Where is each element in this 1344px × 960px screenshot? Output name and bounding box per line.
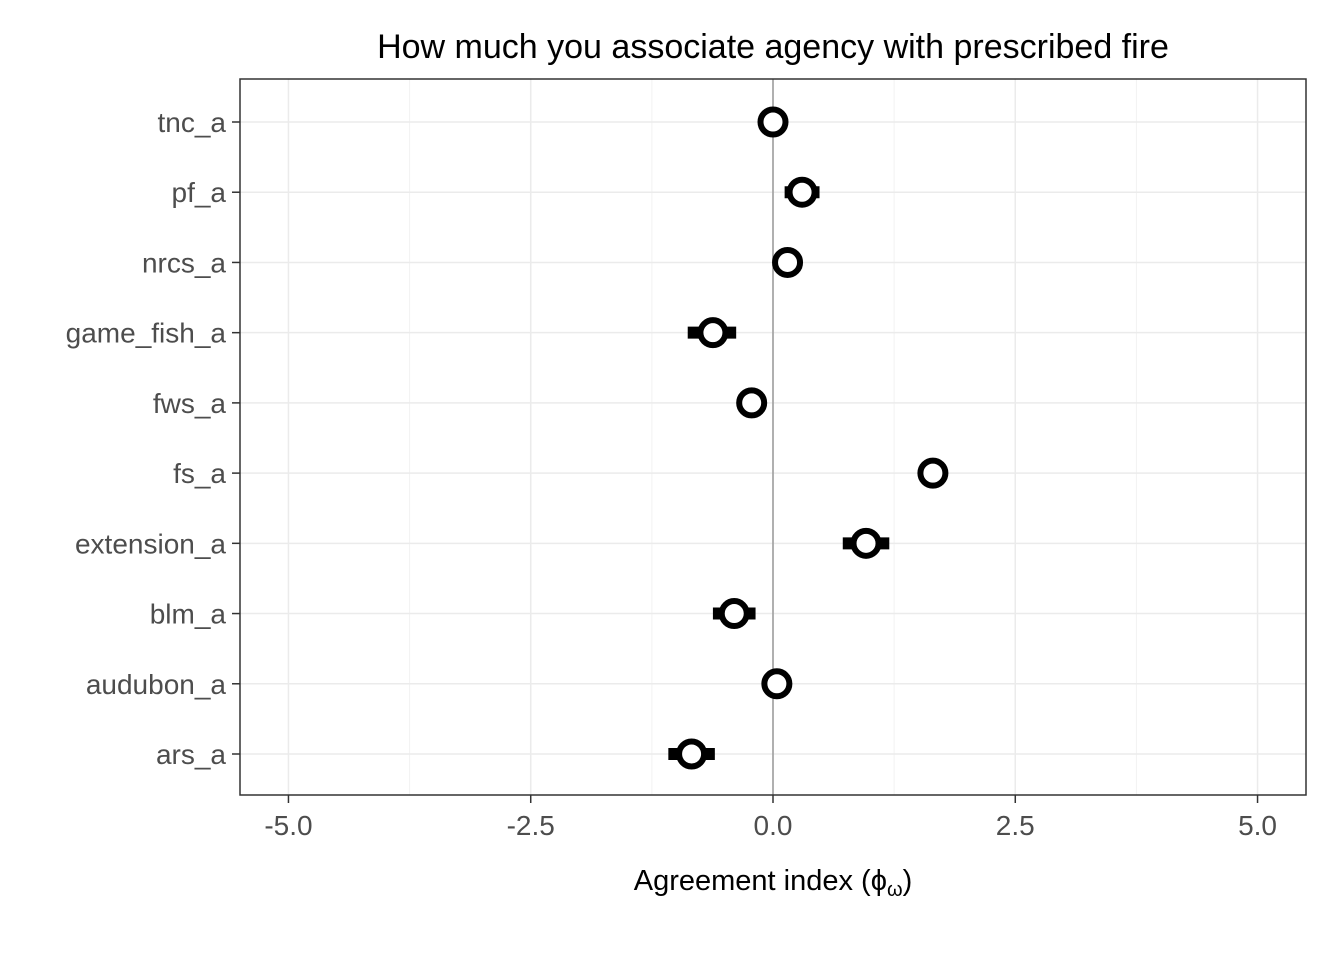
- x-axis-title-close: ): [903, 865, 913, 897]
- x-axis-title-subscript: ω: [887, 879, 903, 901]
- y-tick-label-nrcs_a: nrcs_a: [142, 247, 226, 278]
- y-tick-label-ars_a: ars_a: [156, 739, 226, 770]
- x-axis: -5.0 -2.5 0.0 2.5 5.0: [264, 795, 1277, 841]
- x-tick-label: -5.0: [264, 810, 312, 841]
- x-tick-label: 2.5: [996, 810, 1035, 841]
- y-tick-label-game_fish_a: game_fish_a: [66, 318, 227, 349]
- y-tick-label-pf_a: pf_a: [172, 177, 227, 208]
- point-game_fish_a: [697, 317, 729, 349]
- point-audubon_a: [761, 668, 793, 700]
- x-tick-label: 5.0: [1238, 810, 1277, 841]
- y-tick-label-fws_a: fws_a: [153, 388, 227, 419]
- y-tick-label-tnc_a: tnc_a: [158, 107, 227, 138]
- point-pf_a: [786, 176, 818, 208]
- point-nrcs_a: [772, 246, 804, 278]
- y-axis: tnc_a pf_a nrcs_a game_fish_a fws_a fs_aexten…: [66, 107, 240, 770]
- y-tick-label-audubon_a: audubon_a: [86, 669, 227, 700]
- y-tick-label-blm_a: blm_a: [150, 599, 227, 630]
- point-fs_a: [917, 457, 949, 489]
- x-tick-label: 0.0: [754, 810, 793, 841]
- point-tnc_a: [757, 106, 789, 138]
- x-tick-label: -2.5: [507, 810, 555, 841]
- chart-title: How much you associate agency with presc…: [377, 28, 1169, 66]
- point-layer: [676, 106, 949, 770]
- point-ars_a: [676, 738, 708, 770]
- point-fws_a: [736, 387, 768, 419]
- x-axis-title-symbol: ϕ: [871, 865, 887, 897]
- y-tick-label-fs_a: fs_a: [173, 458, 226, 489]
- point-extension_a: [850, 527, 882, 559]
- y-tick-label-extension_a: extension_a: [75, 528, 226, 559]
- x-axis-title: Agreement index (ϕω): [634, 865, 913, 901]
- x-axis-title-text: Agreement index (: [634, 865, 871, 897]
- point-blm_a: [718, 598, 750, 630]
